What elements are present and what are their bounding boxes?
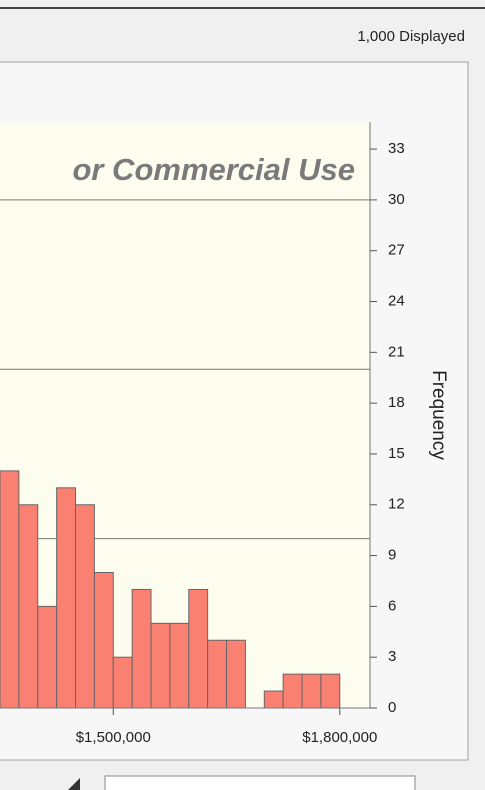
y-tick-label: 27 <box>388 242 405 259</box>
bar <box>18 504 39 709</box>
y-axis-label: Frequency <box>428 370 449 460</box>
y-tick-label: 3 <box>388 648 396 665</box>
bar <box>169 622 190 709</box>
plot: 0 3 6 9 12 15 18 21 24 27 30 33 $1,500,000 $1,800,000 <box>0 122 405 746</box>
bar <box>282 673 303 709</box>
y-tick-label: 30 <box>388 191 405 208</box>
bar <box>301 673 322 709</box>
bar <box>112 656 133 709</box>
y-tick-label: 0 <box>388 699 396 716</box>
x-tick-label: $1,500,000 <box>76 729 151 746</box>
y-tick-label: 6 <box>388 597 396 614</box>
bar <box>56 487 77 709</box>
y-tick-label: 18 <box>388 394 405 411</box>
x-tick-label: $1,800,000 <box>302 729 377 746</box>
slider-marker[interactable] <box>68 778 80 790</box>
bar <box>207 639 228 709</box>
bar <box>226 639 246 709</box>
y-tick-label: 12 <box>388 496 405 513</box>
y-tick-label: 21 <box>388 343 405 360</box>
bar <box>75 504 95 709</box>
y-tick-label: 24 <box>388 292 405 309</box>
value-field[interactable] <box>104 775 416 790</box>
y-tick-label: 15 <box>388 445 405 462</box>
bar <box>93 572 114 709</box>
y-tick-label: 33 <box>388 140 405 157</box>
bar <box>131 588 152 709</box>
bar <box>37 605 58 709</box>
bar <box>320 673 341 709</box>
bar <box>150 622 171 709</box>
y-tick-label: 9 <box>388 547 396 564</box>
displayed-count: 1,000 Displayed <box>357 28 465 45</box>
bar <box>263 690 284 709</box>
bar <box>0 470 20 709</box>
bar <box>188 588 209 709</box>
chart-title: or Commercial Use <box>72 152 355 187</box>
